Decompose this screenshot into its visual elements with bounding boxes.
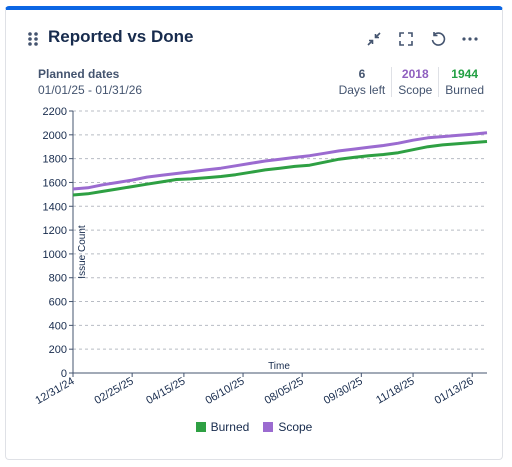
card-title: Reported vs Done: [48, 27, 194, 46]
stat-value: 1944: [451, 67, 478, 81]
refresh-icon: [431, 32, 446, 46]
fullscreen-icon: [399, 32, 413, 46]
stat-burned: 1944 Burned: [438, 67, 490, 97]
y-tick-label: 1600: [43, 177, 67, 189]
more-icon: [462, 37, 478, 41]
burnup-chart: 0 200 400 600 800 1000 1200 1400 1600 1800 2000 220…: [33, 106, 488, 407]
planned-dates-range: 01/01/25 - 01/31/26: [38, 83, 143, 97]
y-tick-label: 2200: [43, 106, 67, 118]
legend-label: Scope: [278, 420, 313, 434]
stat-label: Burned: [445, 83, 484, 97]
chart-legend: Burned Scope: [6, 420, 502, 434]
y-tick-label: 200: [49, 344, 67, 356]
y-tick-label: 1400: [43, 201, 67, 213]
x-tick-label: 04/15/25: [144, 375, 187, 407]
legend-swatch-scope: [263, 422, 274, 432]
stat-value: 6: [358, 67, 366, 81]
y-axis-title: Issue Count: [77, 225, 88, 279]
stat-days-left: 6 Days left: [333, 67, 392, 97]
y-tick-label: 1000: [43, 249, 67, 261]
y-tick-label: 2000: [43, 130, 67, 142]
planned-dates-label: Planned dates: [38, 67, 120, 81]
y-tick-label: 1200: [43, 225, 67, 237]
stat-scope: 2018 Scope: [391, 67, 438, 97]
report-card: Reported vs Done Planned dates 01/01/25 …: [5, 6, 503, 460]
y-tick-label: 1800: [43, 154, 67, 166]
planned-dates: Planned dates 01/01/25 - 01/31/26: [38, 67, 142, 97]
legend-item-scope[interactable]: Scope: [263, 420, 312, 434]
y-tick-label: 600: [49, 297, 67, 309]
refresh-button[interactable]: [427, 28, 449, 50]
stat-label: Scope: [398, 83, 433, 97]
x-tick-label: 02/25/25: [93, 375, 136, 407]
x-tick-label: 12/31/24: [33, 375, 76, 407]
minimize-icon: [367, 32, 381, 46]
series-line-scope: [72, 131, 488, 191]
minimize-button[interactable]: [363, 28, 385, 50]
drag-handle-icon[interactable]: [27, 31, 39, 47]
x-axis-title: Time: [268, 361, 290, 372]
card-header: Reported vs Done: [6, 10, 502, 54]
legend-item-burned[interactable]: Burned: [195, 420, 250, 434]
more-button[interactable]: [459, 28, 481, 50]
fullscreen-button[interactable]: [395, 28, 417, 50]
y-tick-label: 0: [61, 368, 67, 380]
y-tick-label: 400: [49, 320, 67, 332]
x-tick-label: 06/10/25: [203, 375, 246, 407]
stat-label: Days left: [338, 83, 386, 97]
stat-value: 2018: [401, 67, 429, 81]
stats-summary: 6 Days left 2018 Scope 1944 Burned: [333, 67, 490, 97]
legend-label: Burned: [210, 420, 250, 434]
x-tick-label: 08/05/25: [263, 375, 306, 407]
x-tick-label: 11/18/25: [374, 375, 416, 406]
y-tick-label: 800: [49, 273, 67, 285]
legend-swatch-burned: [195, 422, 206, 432]
x-tick-label: 01/13/26: [433, 375, 476, 407]
series-line-burned: [72, 140, 488, 197]
x-tick-label: 09/30/25: [322, 375, 365, 407]
